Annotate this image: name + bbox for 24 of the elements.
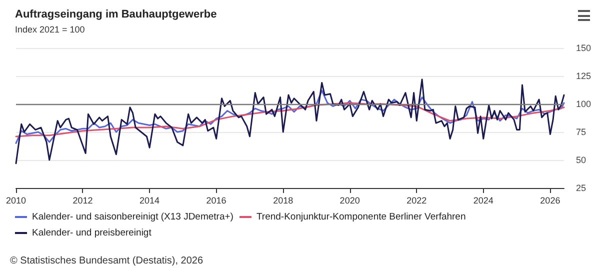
y-tick-label: 100 [576,99,592,109]
y-tick-label: 75 [576,127,586,137]
x-tick-label: 2012 [72,196,93,206]
x-tick-label: 2014 [140,196,160,206]
legend-label: Kalender- und saisonbereinigt (X13 JDemetra+) [32,212,234,222]
chart-title: Auftragseingang im Bauhauptgewerbe [15,8,217,20]
chart-subtitle: Index 2021 = 100 [15,24,85,34]
y-tick-label: 150 [576,43,592,53]
x-tick-label: 2026 [540,196,560,206]
x-tick-label: 2018 [273,196,294,206]
legend-label: Kalender- und preisbereinigt [32,228,152,238]
x-tick-label: 2010 [6,196,26,206]
y-tick-label: 125 [576,71,592,81]
line-series [15,90,565,144]
x-tick-label: 2022 [406,196,427,206]
text: © Statistisches Bundesamt (Destatis), 2026 [10,256,204,266]
x-tick-label: 2016 [206,196,226,206]
x-tick-label: 2020 [340,196,360,206]
y-tick-label: 50 [576,155,586,165]
legend-label: Trend-Konjunktur-Komponente Berliner Verfahren [256,212,466,222]
line-series [15,102,565,138]
line-series [15,78,565,164]
y-tick-label: 25 [576,183,586,193]
x-tick-label: 2024 [473,196,494,206]
